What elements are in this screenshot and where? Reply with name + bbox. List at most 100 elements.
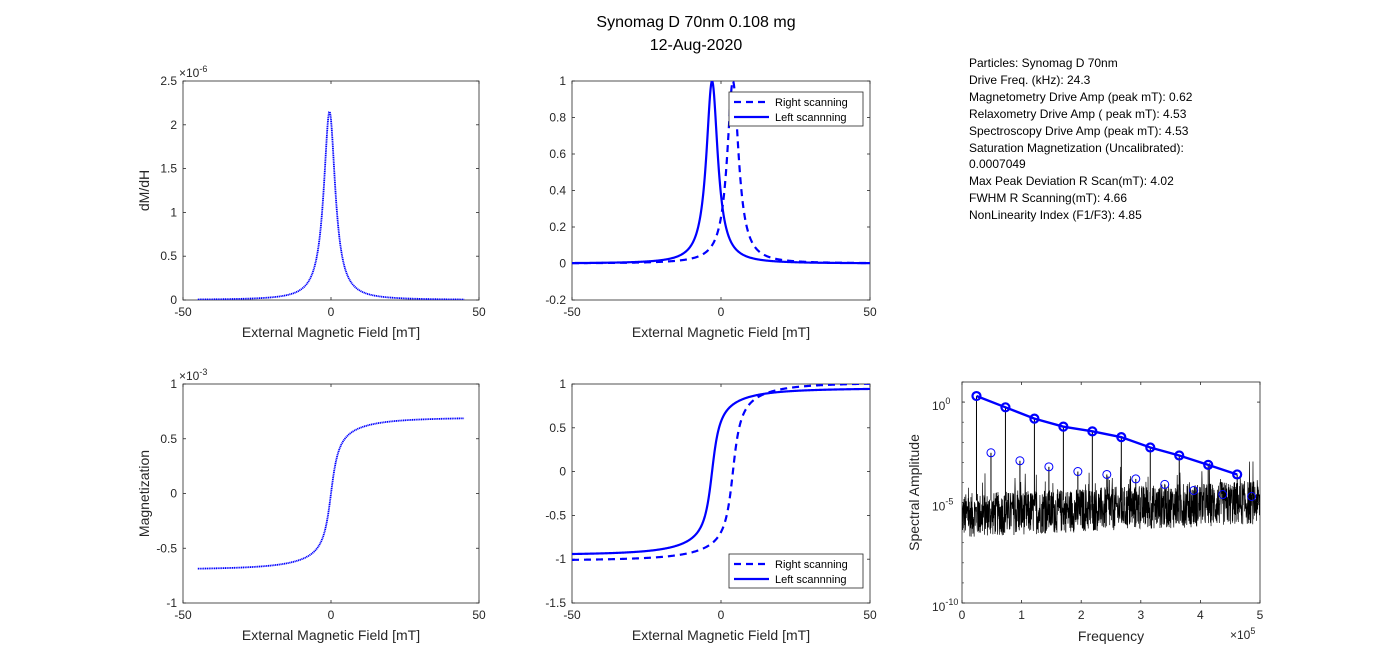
- x-axis-label: External Magnetic Field [mT]: [242, 627, 420, 643]
- y-axis-label: Spectral Amplitude: [906, 434, 922, 551]
- x-tick-label: 4: [1197, 608, 1204, 622]
- even-harmonic-marker: [1218, 490, 1228, 500]
- y-tick-label: 1: [559, 74, 566, 88]
- info-line: Drive Freq. (kHz): 24.3: [969, 72, 1091, 87]
- y-tick-label: 0.5: [160, 249, 177, 263]
- even-harmonic-marker: [986, 448, 996, 458]
- even-harmonic-marker: [1044, 462, 1054, 472]
- axes-box: [961, 381, 1261, 604]
- odd-harmonic-marker: [1087, 426, 1098, 437]
- figure-title: Synomag D 70nm 0.108 mg: [596, 14, 795, 31]
- x-tick-label: 0: [959, 608, 966, 622]
- legend-box: [728, 553, 864, 589]
- series-line-left-scannning: [572, 81, 870, 265]
- info-line: FWHM R Scanning(mT): 4.66: [969, 191, 1128, 206]
- series-line-left-scannning: [572, 387, 870, 556]
- y-tick-label: 10-5: [932, 497, 953, 514]
- y-tick-label: 1.5: [160, 162, 177, 176]
- y-tick-label: -0.5: [156, 541, 177, 555]
- y-axis-label: dM/dH: [136, 170, 152, 211]
- legend-entry: Left scannning: [775, 112, 847, 124]
- info-text-panel: Particles: Synomag D 70nm Drive Freq. (k…: [969, 55, 1192, 224]
- series-line-data: [197, 110, 465, 300]
- y-tick-label: 2.5: [160, 74, 177, 88]
- axes-p5: -50 0 50 -1.5 -1 -0.5 0 0.5 1 External Magnetic F…: [545, 377, 877, 643]
- x-tick-label: 0: [718, 305, 725, 319]
- legend-entry: Right scanning: [775, 559, 848, 571]
- y-tick-label: 100: [932, 396, 950, 413]
- even-harmonic-marker: [1189, 485, 1199, 495]
- x-tick-label: 0: [328, 305, 335, 319]
- even-harmonic-marker: [1247, 491, 1257, 501]
- y-tick-label: 1: [170, 377, 177, 391]
- y-tick-label: 1: [170, 205, 177, 219]
- even-harmonic-marker: [1131, 474, 1141, 484]
- series-line-right-scanning: [572, 384, 870, 561]
- even-harmonic-marker: [1102, 469, 1112, 479]
- figure-date: 12-Aug-2020: [650, 37, 743, 54]
- y-tick-label: -1.5: [545, 596, 566, 610]
- y-axis-exponent: ×10-6: [179, 64, 207, 80]
- y-tick-label: 0: [559, 465, 566, 479]
- info-line: Particles: Synomag D 70nm: [969, 56, 1118, 70]
- odd-harmonic-marker: [1203, 459, 1214, 470]
- even-harmonic-marker: [1160, 479, 1170, 489]
- x-tick-label: -50: [174, 305, 192, 319]
- x-tick-label: 50: [472, 305, 486, 319]
- info-line: Magnetometry Drive Amp (peak mT): 0.62: [969, 89, 1193, 104]
- x-axis-label: External Magnetic Field [mT]: [242, 324, 420, 340]
- x-axis-label: External Magnetic Field [mT]: [632, 324, 810, 340]
- y-tick-label: 2: [170, 118, 177, 132]
- y-tick-label: -0.5: [545, 508, 566, 522]
- info-line: Max Peak Deviation R Scan(mT): 4.02: [969, 174, 1174, 189]
- odd-harmonic-marker: [1029, 413, 1040, 424]
- odd-harmonic-marker: [1000, 402, 1011, 413]
- y-tick-label: 0: [170, 487, 177, 501]
- x-tick-label: -50: [563, 305, 581, 319]
- y-tick-label: 0.5: [160, 432, 177, 446]
- odd-harmonic-line: [976, 394, 1238, 476]
- x-tick-label: 1: [1018, 608, 1025, 622]
- odd-harmonic-marker: [1116, 432, 1127, 443]
- y-tick-label: 1: [559, 377, 566, 391]
- info-line: 0.0007049: [969, 157, 1026, 172]
- x-tick-label: 0: [328, 608, 335, 622]
- legend: Right scanning Left scannning: [728, 553, 864, 589]
- series-line-data: [197, 417, 465, 570]
- axes-p4: -50 0 50 -1 -0.5 0 0.5 1×10-3 External Magnetic …: [136, 367, 486, 643]
- legend-entry: Right scanning: [775, 97, 848, 109]
- even-harmonic-marker: [1015, 456, 1025, 466]
- odd-harmonic-marker: [1145, 442, 1156, 453]
- y-axis-exponent: ×10-3: [179, 367, 207, 383]
- y-tick-label: 0.4: [549, 184, 566, 198]
- x-axis-label: External Magnetic Field [mT]: [632, 627, 810, 643]
- axes-p6: 0 1 2 3 4 5×105 100 10-5 10-10 Frequency Spectral …: [906, 381, 1264, 644]
- odd-harmonic-marker: [1232, 469, 1243, 480]
- y-tick-label: -0.2: [545, 293, 566, 307]
- x-tick-label: -50: [563, 608, 581, 622]
- y-tick-label: -1: [555, 552, 566, 566]
- y-tick-label: 0.5: [549, 421, 566, 435]
- x-axis-exponent: ×105: [1230, 626, 1255, 642]
- y-tick-label: -1: [166, 596, 177, 610]
- y-tick-label: 0: [559, 257, 566, 271]
- legend-entry: Left scannning: [775, 574, 847, 586]
- x-tick-label: 3: [1137, 608, 1144, 622]
- info-line: Relaxometry Drive Amp ( peak mT): 4.53: [969, 106, 1187, 121]
- info-line: NonLinearity Index (F1/F3): 4.85: [969, 208, 1142, 223]
- x-tick-label: -50: [174, 608, 192, 622]
- y-tick-label: 0.6: [549, 147, 566, 161]
- x-tick-label: 5: [1257, 608, 1264, 622]
- odd-harmonic-marker: [971, 390, 982, 402]
- axes-p2: -50 0 50 -0.2 0 0.2 0.4 0.6 0.8 1 External Magneti…: [545, 74, 877, 340]
- x-tick-label: 50: [472, 608, 486, 622]
- info-line: Spectroscopy Drive Amp (peak mT): 4.53: [969, 123, 1189, 138]
- x-tick-label: 50: [863, 305, 877, 319]
- info-line: Saturation Magnetization (Uncalibrated):: [969, 140, 1184, 155]
- noise-floor-trace: [962, 461, 1260, 537]
- odd-harmonic-marker: [1058, 421, 1069, 432]
- x-tick-label: 2: [1078, 608, 1085, 622]
